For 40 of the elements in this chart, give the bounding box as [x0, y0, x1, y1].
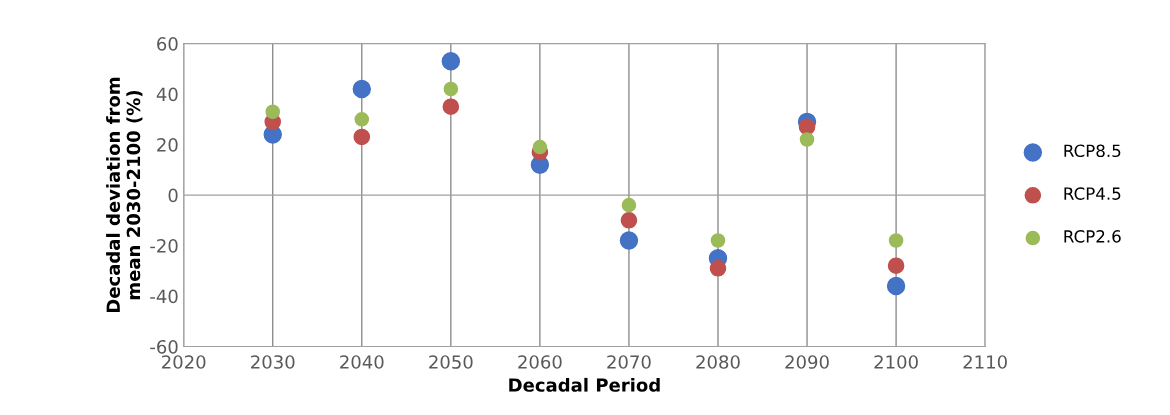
point [888, 233, 904, 248]
point [709, 259, 727, 277]
point [798, 118, 816, 136]
x-tick-label: 2050 [429, 355, 473, 369]
point [620, 211, 638, 229]
point [886, 276, 906, 296]
y-tick-label: 40 [156, 87, 178, 102]
x-tick-label: 2100 [874, 355, 918, 369]
point [441, 52, 461, 71]
point [619, 231, 639, 250]
y-tick-label: 20 [157, 138, 178, 152]
legend-label: RCP8.5 [1064, 144, 1121, 158]
point [799, 132, 815, 147]
x-tick-label: 2080 [696, 355, 740, 369]
legend-label: RCP2.6 [1064, 230, 1121, 243]
y-axis-title: Decadal deviation from mean 2030-2100 (%) [106, 77, 143, 313]
point [352, 79, 371, 99]
x-tick-label: 2040 [340, 355, 384, 369]
x-axis-title: Decadal Period [509, 377, 660, 392]
point [265, 104, 281, 120]
y-tick-label: -20 [150, 239, 178, 253]
point [621, 197, 637, 213]
legend-label: RCP4.5 [1064, 187, 1121, 200]
point [443, 81, 459, 97]
y-tick-label: -60 [150, 339, 178, 354]
point [354, 112, 370, 127]
x-tick-label: 2090 [785, 355, 829, 369]
x-tick-label: 2020 [162, 355, 206, 369]
point [532, 139, 548, 155]
y-tick-label: 60 [157, 37, 178, 51]
x-tick-label: 2070 [607, 355, 651, 369]
y-tick-label: -40 [150, 289, 178, 304]
point [887, 257, 905, 275]
x-tick-label: 2110 [963, 355, 1007, 369]
y-tick-label: 0 [168, 188, 178, 203]
point [353, 128, 371, 146]
x-tick-label: 2060 [518, 355, 562, 369]
x-tick-label: 2030 [251, 355, 295, 369]
point [710, 233, 726, 248]
point [442, 98, 460, 115]
